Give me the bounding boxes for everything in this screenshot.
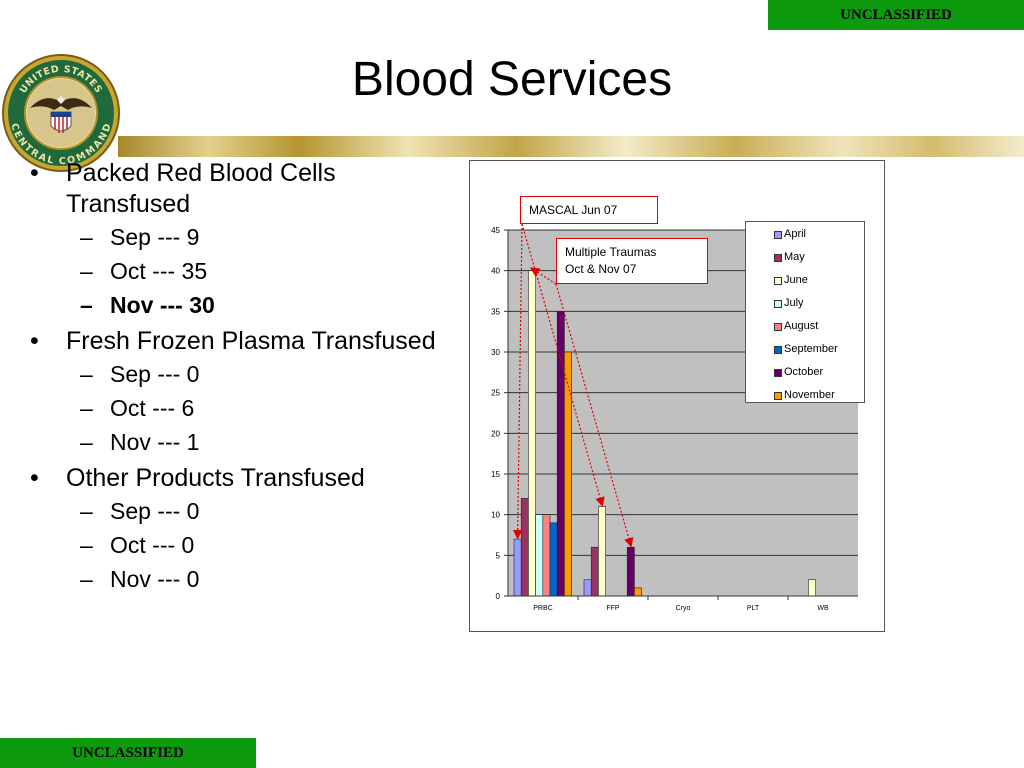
legend-item: April bbox=[746, 226, 864, 249]
legend-swatch bbox=[774, 231, 782, 239]
sub-bullet: – Nov --- 1 bbox=[80, 429, 200, 455]
bullet-list: • Packed Red Blood Cells Transfused – Sep… bbox=[30, 158, 450, 596]
sub-bullet: – Nov --- 0 bbox=[80, 566, 200, 592]
legend-label: October bbox=[784, 366, 824, 378]
sub-bullet: – Oct --- 6 bbox=[80, 395, 195, 421]
legend-item: October bbox=[746, 364, 864, 387]
legend-label: June bbox=[784, 274, 808, 286]
multiple-traumas-callout: Multiple Traumas Oct & Nov 07 bbox=[556, 238, 708, 284]
sub-bullet: – Sep --- 0 bbox=[80, 498, 200, 524]
bullet-prbc: • Packed Red Blood Cells Transfused bbox=[30, 158, 450, 220]
sub-bullet-text: Nov --- 1 bbox=[110, 429, 200, 455]
chart-legend: April May June July August September October No… bbox=[745, 221, 865, 403]
sub-bullet-text: Nov --- 30 bbox=[110, 292, 215, 318]
classification-banner-bottom: UNCLASSIFIED bbox=[0, 738, 256, 768]
legend-label: November bbox=[784, 389, 835, 401]
mascal-callout-text: MASCAL Jun 07 bbox=[529, 203, 618, 217]
legend-label: July bbox=[784, 297, 804, 309]
sub-bullet-text: Sep --- 9 bbox=[110, 224, 200, 250]
traumas-callout-line1: Multiple Traumas bbox=[565, 245, 657, 259]
gold-divider-bar bbox=[118, 136, 1024, 157]
bullet-label: Fresh Frozen Plasma Transfused bbox=[66, 327, 436, 355]
sub-bullet-text: Oct --- 35 bbox=[110, 258, 208, 284]
bullet-ffp: • Fresh Frozen Plasma Transfused bbox=[30, 326, 450, 357]
sub-bullet: – Oct --- 0 bbox=[80, 532, 195, 558]
legend-item: November bbox=[746, 387, 864, 410]
bullet-dot: • bbox=[30, 327, 39, 355]
bullet-dot: • bbox=[30, 464, 39, 492]
legend-item: May bbox=[746, 249, 864, 272]
traumas-callout-line2: Oct & Nov 07 bbox=[565, 262, 637, 276]
legend-item: July bbox=[746, 295, 864, 318]
legend-swatch bbox=[774, 369, 782, 377]
legend-swatch bbox=[774, 277, 782, 285]
bullet-other: • Other Products Transfused bbox=[30, 463, 450, 494]
mascal-callout: MASCAL Jun 07 bbox=[520, 196, 658, 224]
sub-bullet: – Sep --- 0 bbox=[80, 361, 200, 387]
sub-bullet-text: Oct --- 0 bbox=[110, 532, 195, 558]
legend-swatch bbox=[774, 346, 782, 354]
sub-bullet-text: Sep --- 0 bbox=[110, 361, 200, 387]
bullet-label: Other Products Transfused bbox=[66, 464, 365, 492]
sub-bullet-text: Nov --- 0 bbox=[110, 566, 200, 592]
legend-item: September bbox=[746, 341, 864, 364]
legend-label: September bbox=[784, 343, 838, 355]
legend-label: August bbox=[784, 320, 819, 332]
legend-swatch bbox=[774, 392, 782, 400]
bullet-label: Packed Red Blood Cells Transfused bbox=[66, 159, 336, 218]
legend-item: August bbox=[746, 318, 864, 341]
sub-bullet-text: Oct --- 6 bbox=[110, 395, 195, 421]
legend-label: April bbox=[784, 228, 807, 240]
sub-bullet: – Oct --- 35 bbox=[80, 258, 208, 284]
bullet-dot: • bbox=[30, 159, 39, 187]
page-title: Blood Services bbox=[351, 53, 673, 106]
classification-banner-top: UNCLASSIFIED bbox=[768, 0, 1024, 30]
legend-label: May bbox=[784, 251, 805, 263]
legend-swatch bbox=[774, 300, 782, 308]
sub-bullet-text: Sep --- 0 bbox=[110, 498, 200, 524]
legend-swatch bbox=[774, 254, 782, 262]
legend-item: June bbox=[746, 272, 864, 295]
legend-swatch bbox=[774, 323, 782, 331]
sub-bullet: – Nov --- 30 bbox=[80, 292, 215, 318]
sub-bullet: – Sep --- 9 bbox=[80, 224, 200, 250]
central-command-seal-logo: UNITED STATES CENTRAL COMMAND bbox=[2, 54, 120, 172]
